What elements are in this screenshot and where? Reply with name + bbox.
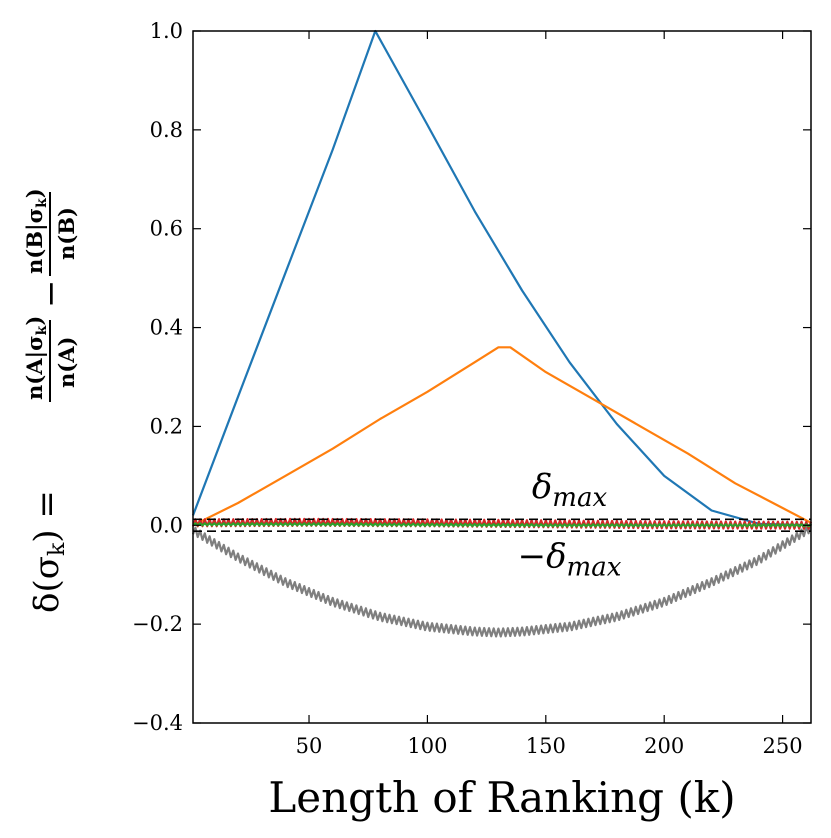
series-layer: [191, 29, 813, 638]
y-tick-label: 0.0: [150, 513, 183, 537]
delta-max-label: δmax: [532, 467, 608, 513]
y-axis-title: δ(σk) = n(A|σk) n(A) − n(B|σk) n(B): [22, 188, 79, 613]
x-tick-label: 50: [296, 734, 323, 758]
y-axis-minus: −: [31, 280, 71, 309]
series-blue-line: [191, 29, 812, 527]
x-tick-label: 150: [526, 734, 566, 758]
y-tick-label: 1.0: [150, 19, 183, 43]
y-tick-label: 0.2: [150, 414, 183, 438]
axis-ticks: 50 100 150 200 250 −0.4 −0.2 0.0 0.2 0.4 0.6 0.8 1.0: [132, 19, 811, 758]
series-orange-line: [192, 346, 812, 527]
y-axis-frac2-denominator: n(B): [54, 207, 79, 260]
y-axis-frac1-denominator: n(A): [54, 337, 79, 388]
plot-frame: [192, 30, 812, 724]
y-axis-frac1-numerator: n(A|σk): [22, 316, 50, 400]
series-green-line: [192, 522, 812, 528]
x-tick-label: 250: [763, 734, 803, 758]
series-gray-line: [191, 523, 813, 638]
y-tick-label: 0.8: [150, 118, 183, 142]
y-tick-label: 0.4: [150, 316, 183, 340]
x-tick-label: 200: [644, 734, 684, 758]
y-tick-label: 0.6: [150, 217, 183, 241]
y-tick-label: −0.2: [132, 612, 183, 636]
x-axis-title: Length of Ranking (k): [268, 773, 735, 822]
y-tick-label: −0.4: [132, 711, 183, 735]
x-tick-label: 100: [407, 734, 447, 758]
neg-delta-max-label: −δmax: [518, 536, 622, 582]
y-axis-frac2-numerator: n(B|σk): [22, 188, 50, 274]
reference-lines: [193, 518, 811, 533]
y-axis-title-lhs: δ(σk) =: [27, 490, 70, 613]
annotations: δmax −δmax: [518, 467, 622, 582]
